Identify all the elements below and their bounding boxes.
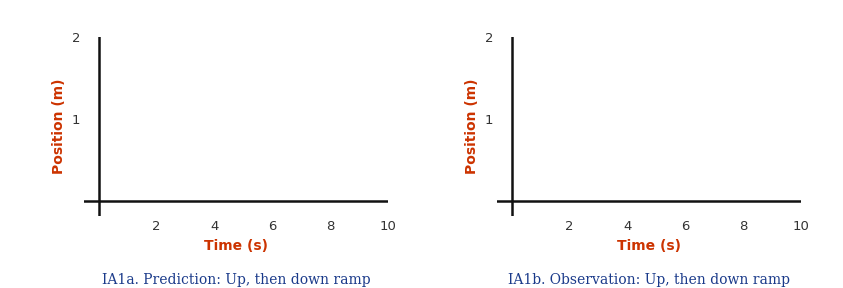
Text: IA1b. Observation: Up, then down ramp: IA1b. Observation: Up, then down ramp xyxy=(508,273,790,287)
Text: IA1a. Prediction: Up, then down ramp: IA1a. Prediction: Up, then down ramp xyxy=(102,273,370,287)
X-axis label: Time (s): Time (s) xyxy=(617,239,681,253)
X-axis label: Time (s): Time (s) xyxy=(204,239,268,253)
Y-axis label: Position (m): Position (m) xyxy=(465,79,479,175)
Y-axis label: Position (m): Position (m) xyxy=(52,79,66,175)
